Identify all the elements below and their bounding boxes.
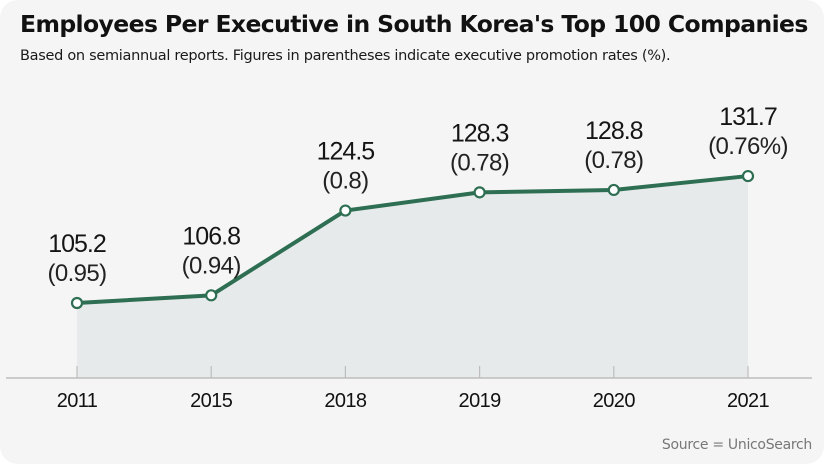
data-point xyxy=(70,296,84,310)
x-axis-ticks xyxy=(76,366,749,378)
x-tick-label: 2019 xyxy=(459,390,502,412)
data-point xyxy=(741,169,755,183)
value-label: 124.5 xyxy=(317,138,375,166)
data-points xyxy=(70,169,755,310)
value-label: 131.7 xyxy=(719,103,777,131)
area-fill xyxy=(77,176,748,378)
rate-label: (0.78) xyxy=(584,147,643,174)
value-label: 128.3 xyxy=(451,119,509,147)
series-line xyxy=(76,174,749,305)
x-axis-tick-labels: 2011 2015 2018 2019 2020 2021 xyxy=(57,390,770,412)
source-note: Source = UnicoSearch xyxy=(661,437,812,453)
rate-label: (0.8) xyxy=(322,168,368,195)
rate-label: (0.78) xyxy=(450,149,509,176)
data-point xyxy=(339,204,352,217)
rate-label: (0.95) xyxy=(47,260,106,287)
x-tick-label: 2021 xyxy=(727,390,770,412)
rate-label: (0.76%) xyxy=(708,133,788,160)
data-point xyxy=(607,183,620,197)
value-label: 105.2 xyxy=(48,230,106,258)
data-point xyxy=(205,289,218,302)
x-tick-label: 2015 xyxy=(190,390,233,412)
chart-title: Employees Per Executive in South Korea's… xyxy=(20,10,808,38)
x-tick-label: 2018 xyxy=(324,390,367,412)
x-tick-label: 2020 xyxy=(593,390,636,412)
data-labels: 105.2(0.95)106.8(0.94)124.5(0.8)128.3(0.… xyxy=(47,103,788,287)
data-point xyxy=(473,186,486,199)
value-label: 106.8 xyxy=(182,222,240,250)
chart-subtitle: Based on semiannual reports. Figures in … xyxy=(20,48,671,64)
x-tick-label: 2011 xyxy=(57,390,98,412)
rate-label: (0.94) xyxy=(182,252,241,279)
value-label: 128.8 xyxy=(585,117,643,145)
